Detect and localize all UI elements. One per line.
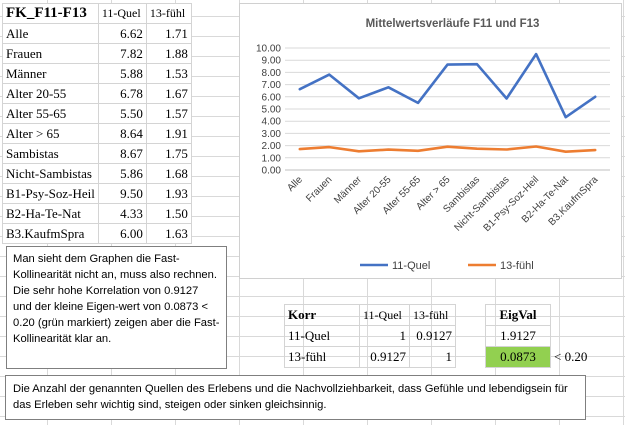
row-label[interactable]: B3.KaufmSpra <box>2 223 99 244</box>
table-row: B2-Ha-Te-Nat 4.33 1.50 <box>2 203 192 224</box>
korr-col2[interactable]: 13-fühl <box>409 304 456 326</box>
korr-row-label[interactable]: 11-Quel <box>284 325 360 347</box>
table-row: Frauen 7.82 1.88 <box>2 43 192 64</box>
table-row: Alter 20-55 6.78 1.67 <box>2 83 192 104</box>
note-collinearity[interactable]: Man sieht dem Graphen die Fast-Kollinear… <box>6 246 227 369</box>
row-value-11-quel[interactable]: 7.82 <box>97 43 147 64</box>
korr-gap <box>456 347 486 368</box>
korr-value[interactable]: 1 <box>359 325 410 347</box>
eigval-threshold: < 0.20 <box>554 349 588 364</box>
row-value-11-quel[interactable]: 9.50 <box>97 183 147 204</box>
korr-gap <box>456 305 486 326</box>
row-label[interactable]: B2-Ha-Te-Nat <box>2 203 99 224</box>
korr-col1[interactable]: 11-Quel <box>359 304 410 326</box>
korr-row: 11-Quel 1 0.9127 1.9127 <box>284 325 591 347</box>
row-value-13-fuehl[interactable]: 1.88 <box>145 43 192 64</box>
series-line-13-fühl <box>298 145 597 153</box>
y-tick-label: 4.00 <box>262 117 282 128</box>
eigval-extra <box>551 326 591 347</box>
row-value-13-fuehl[interactable]: 1.93 <box>145 183 192 204</box>
table-row: Nicht-Sambistas 5.86 1.68 <box>2 163 192 184</box>
row-label[interactable]: Alle <box>2 23 99 44</box>
korr-title[interactable]: Korr <box>284 304 360 326</box>
row-value-11-quel[interactable]: 6.78 <box>97 83 147 104</box>
row-value-11-quel[interactable]: 5.88 <box>97 63 147 84</box>
row-label[interactable]: Alter 55-65 <box>2 103 99 124</box>
korr-row: 13-fühl 0.9127 1 0.0873 < 0.20 <box>284 346 591 368</box>
korr-value[interactable]: 1 <box>409 346 456 368</box>
korr-gap <box>456 326 486 347</box>
row-value-13-fuehl[interactable]: 1.50 <box>145 203 192 224</box>
row-label[interactable]: Nicht-Sambistas <box>2 163 99 184</box>
y-tick-label: 3.00 <box>262 129 282 140</box>
y-tick-label: 1.00 <box>262 153 282 164</box>
table-row: B3.KaufmSpra 6.00 1.63 <box>2 223 192 244</box>
row-label[interactable]: Sambistas <box>2 143 99 164</box>
row-value-13-fuehl[interactable]: 1.57 <box>145 103 192 124</box>
eigval-value[interactable]: 1.9127 <box>485 325 551 347</box>
korr-header-row: Korr 11-Quel 13-fühl EigVal <box>284 304 591 326</box>
y-tick-label: 0.00 <box>262 166 282 177</box>
y-tick-label: 10.00 <box>256 44 281 55</box>
row-label[interactable]: B1-Psy-Soz-Heil <box>2 183 99 204</box>
table-header-col2[interactable]: 13-fühl <box>145 3 192 24</box>
line-chart[interactable]: Mittelwertsverläufe F11 und F13 0.00 1.00 2… <box>239 3 622 279</box>
row-value-11-quel[interactable]: 8.67 <box>97 143 147 164</box>
row-value-11-quel[interactable]: 6.00 <box>97 223 147 244</box>
y-tick-label: 5.00 <box>262 105 282 116</box>
row-value-13-fuehl[interactable]: 1.91 <box>145 123 192 144</box>
row-label[interactable]: Alter 20-55 <box>2 83 99 104</box>
row-label[interactable]: Männer <box>2 63 99 84</box>
y-tick-label: 6.00 <box>262 92 282 103</box>
note-interpretation-text: Die Anzahl der genannten Quellen des Erl… <box>13 383 568 411</box>
table-row: Alter > 65 8.64 1.91 <box>2 123 192 144</box>
legend-label: 13-fühl <box>500 260 534 272</box>
table-header-col1[interactable]: 11-Quel <box>97 3 147 24</box>
row-label[interactable]: Frauen <box>2 43 99 64</box>
chart-title: Mittelwertsverläufe F11 und F13 <box>366 18 540 30</box>
table-header-label[interactable]: FK_F11-F13 <box>2 3 99 24</box>
series-line-11-Quel <box>298 52 597 119</box>
legend-label: 11-Quel <box>392 260 430 272</box>
row-value-11-quel[interactable]: 8.64 <box>97 123 147 144</box>
table-row: Männer 5.88 1.53 <box>2 63 192 84</box>
row-value-13-fuehl[interactable]: 1.75 <box>145 143 192 164</box>
y-tick-label: 9.00 <box>262 56 282 67</box>
row-value-13-fuehl[interactable]: 1.67 <box>145 83 192 104</box>
row-value-13-fuehl[interactable]: 1.68 <box>145 163 192 184</box>
table-row: B1-Psy-Soz-Heil 9.50 1.93 <box>2 183 192 204</box>
eigval-title[interactable]: EigVal <box>485 304 551 326</box>
chart-svg: Mittelwertsverläufe F11 und F13 0.00 1.002… <box>256 18 610 272</box>
y-tick-label: 8.00 <box>262 68 282 79</box>
row-label[interactable]: Alter > 65 <box>2 123 99 144</box>
correlation-table: Korr 11-Quel 13-fühl EigVal 11-Quel 1 0.… <box>284 304 591 368</box>
note-collinearity-text: Man sieht dem Graphen die Fast-Kollinear… <box>13 253 220 345</box>
korr-value[interactable]: 0.9127 <box>359 346 410 368</box>
eigval-value-highlighted[interactable]: 0.0873 <box>485 346 551 368</box>
korr-value[interactable]: 0.9127 <box>409 325 456 347</box>
row-value-11-quel[interactable]: 5.50 <box>97 103 147 124</box>
table-row: Alter 55-65 5.50 1.57 <box>2 103 192 124</box>
note-interpretation[interactable]: Die Anzahl der genannten Quellen des Erl… <box>5 375 586 420</box>
row-value-11-quel[interactable]: 5.86 <box>97 163 147 184</box>
row-value-13-fuehl[interactable]: 1.63 <box>145 223 192 244</box>
row-value-13-fuehl[interactable]: 1.53 <box>145 63 192 84</box>
table-row: Sambistas 8.67 1.75 <box>2 143 192 164</box>
table-row: Alle 6.62 1.71 <box>2 23 192 44</box>
x-tick-label: Alle <box>285 174 305 194</box>
data-table: FK_F11-F13 11-Quel 13-fühl Alle 6.62 1.71 … <box>2 3 192 244</box>
y-tick-label: 7.00 <box>262 80 282 91</box>
korr-row-label[interactable]: 13-fühl <box>284 346 360 368</box>
table-header-row: FK_F11-F13 11-Quel 13-fühl <box>2 3 192 24</box>
korr-gap <box>551 305 591 326</box>
row-value-11-quel[interactable]: 6.62 <box>97 23 147 44</box>
row-value-11-quel[interactable]: 4.33 <box>97 203 147 224</box>
row-value-13-fuehl[interactable]: 1.71 <box>145 23 192 44</box>
x-tick-label: Frauen <box>304 174 334 204</box>
y-tick-label: 2.00 <box>262 141 282 152</box>
